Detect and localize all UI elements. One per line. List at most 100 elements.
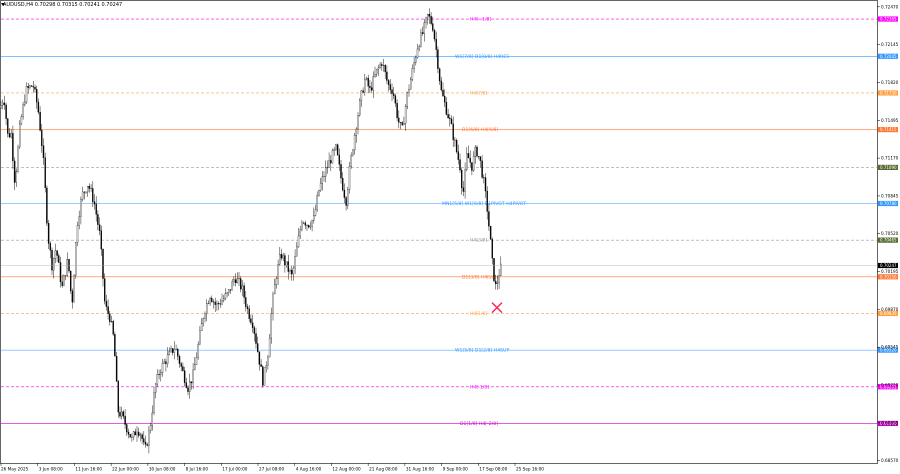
- candle-body: [98, 224, 101, 231]
- candle-body: [440, 80, 443, 91]
- candle-body: [297, 235, 300, 248]
- candle-body: [484, 177, 487, 192]
- candle-body: [389, 84, 392, 90]
- candle-body: [426, 14, 429, 18]
- candle-body: [433, 30, 436, 40]
- candle-body: [277, 264, 279, 279]
- candle-body: [272, 293, 274, 314]
- candle-body: [316, 195, 318, 211]
- candle-body: [345, 197, 347, 206]
- candle-body: [367, 77, 369, 87]
- candle-body: [173, 348, 176, 353]
- candle-body: [457, 151, 460, 160]
- candle-body: [330, 160, 332, 164]
- candle-body: [18, 123, 21, 148]
- level-price-tag: [878, 347, 898, 353]
- candle-body: [46, 187, 48, 224]
- candle-body: [365, 77, 368, 80]
- level-price-tag-text: 0.71090: [880, 165, 897, 170]
- candle-body: [47, 222, 50, 244]
- candle-body: [127, 431, 130, 435]
- candle-body: [187, 387, 189, 392]
- candle-body: [343, 189, 346, 198]
- candle-body: [279, 254, 281, 265]
- candle-body: [258, 351, 261, 365]
- level-price-tag-text: 0.71415: [880, 127, 897, 132]
- candle-body: [263, 367, 266, 386]
- y-tick-label: 0.69870: [881, 307, 899, 312]
- candle-body: [114, 334, 116, 357]
- candle-body: [464, 169, 466, 192]
- candle-body: [102, 248, 104, 279]
- candle-body: [340, 164, 342, 179]
- level-price-tag-text: 0.70150: [880, 274, 897, 279]
- candle-body: [121, 411, 123, 417]
- candle-body: [139, 434, 142, 436]
- candle-body: [449, 117, 451, 120]
- time-axis: 26 May 2025 3 Jun 08:00 11 Jun 16:00 22 Jun…: [0, 463, 544, 472]
- candle-body: [194, 364, 196, 371]
- y-tick-label: 0.72145: [881, 42, 899, 47]
- candle-body: [168, 350, 171, 355]
- symbol-menu-icon[interactable]: [1, 3, 5, 6]
- x-tick-label: 31 Aug 16:00: [406, 467, 435, 472]
- level-price-tag: [878, 126, 898, 133]
- candle-body: [347, 189, 349, 206]
- candle-body: [97, 214, 99, 225]
- candle-body: [498, 275, 500, 284]
- candle-body: [460, 169, 463, 188]
- candle-body: [375, 68, 378, 75]
- candle-body: [166, 354, 169, 364]
- candle-body: [156, 373, 159, 385]
- candle-body: [471, 162, 473, 171]
- candle-body: [488, 211, 490, 227]
- level-price-tag: [878, 164, 898, 171]
- level-label: H4[7/8]: [470, 91, 488, 97]
- candle-body: [226, 292, 228, 294]
- candle-body: [233, 279, 235, 282]
- candle-body: [129, 434, 131, 438]
- candle-body: [41, 130, 43, 146]
- candle-body: [178, 356, 181, 364]
- candle-body: [109, 313, 111, 322]
- candle-body: [76, 225, 79, 243]
- candle-body: [204, 313, 206, 319]
- candle-body: [401, 122, 403, 126]
- candle-body: [182, 366, 184, 371]
- candle-body: [199, 330, 201, 345]
- candle-body: [7, 118, 9, 134]
- candle-body: [481, 160, 483, 178]
- candle-body: [267, 356, 269, 366]
- candle-body: [224, 293, 227, 299]
- candle-body: [243, 285, 245, 298]
- candle-body: [294, 255, 296, 269]
- candle-body: [341, 178, 344, 191]
- candle-body: [36, 89, 38, 103]
- candle-body: [149, 425, 152, 432]
- candle-body: [217, 303, 220, 304]
- level-label: H4[1/8]: [470, 311, 488, 317]
- candle-body: [68, 259, 70, 272]
- candle-body: [63, 275, 65, 286]
- candle-body: [177, 348, 179, 357]
- candles-layer: [0, 8, 502, 454]
- candle-body: [239, 278, 242, 290]
- level-price-tag-text: 0.69835: [880, 311, 897, 316]
- candle-body: [37, 101, 40, 113]
- candle-body: [396, 103, 398, 119]
- candle-body: [409, 79, 412, 90]
- candle-body: [333, 149, 335, 151]
- candle-body: [282, 255, 284, 259]
- level-price-tag-text: 0.72365: [880, 17, 897, 22]
- candle-body: [299, 229, 301, 237]
- candle-body: [445, 102, 448, 115]
- candle-body: [24, 101, 26, 105]
- candle-body: [171, 348, 174, 353]
- candle-body: [328, 160, 330, 168]
- candle-body: [479, 156, 482, 161]
- candle-body: [415, 57, 417, 63]
- candle-body: [285, 261, 288, 266]
- levels-layer: H4[+1/8] 0.72365 W1[7/8] D1[8/8] H4RES 0.72…: [1, 16, 898, 427]
- candle-body: [236, 278, 239, 284]
- candle-body: [313, 215, 315, 221]
